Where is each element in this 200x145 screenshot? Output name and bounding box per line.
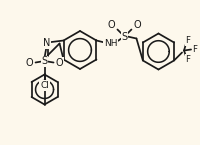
Text: S: S	[41, 57, 47, 67]
Text: F: F	[192, 45, 197, 54]
Text: Cl: Cl	[40, 81, 49, 90]
Text: F: F	[185, 55, 190, 64]
Text: O: O	[26, 58, 33, 68]
Text: O: O	[133, 19, 141, 29]
Text: O: O	[107, 19, 115, 29]
Text: S: S	[121, 31, 127, 41]
Text: N: N	[43, 39, 50, 48]
Text: F: F	[185, 36, 190, 45]
Text: O: O	[55, 58, 63, 68]
Text: NH: NH	[103, 39, 117, 48]
